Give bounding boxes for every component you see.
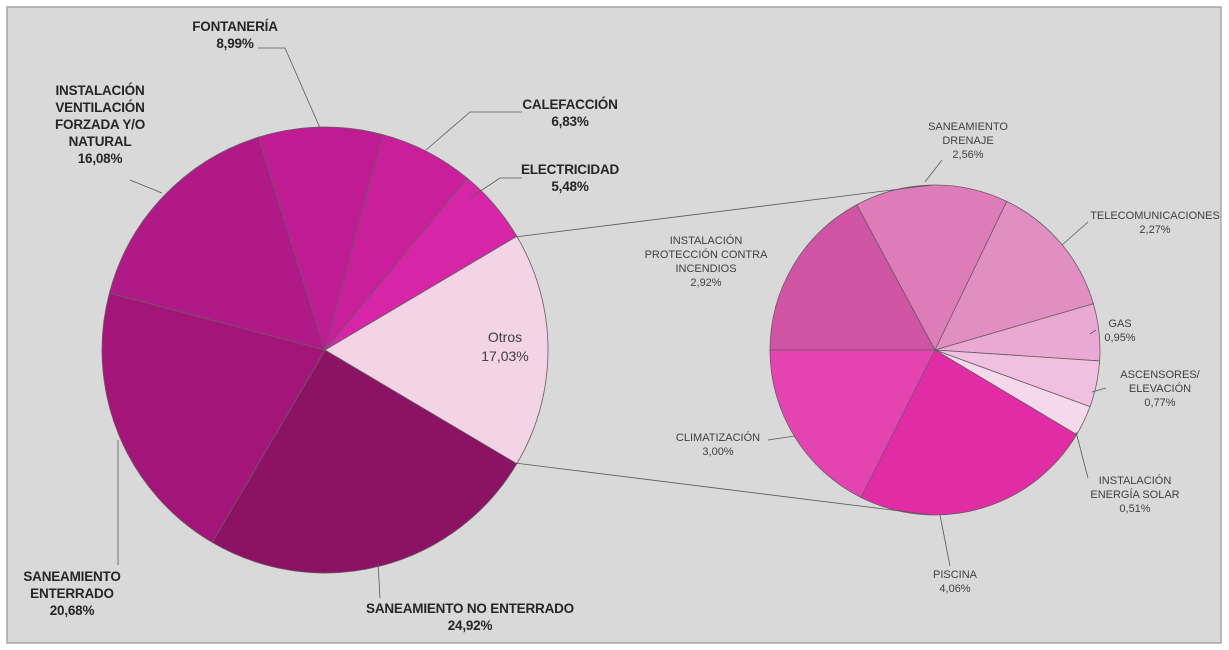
label-name: ELECTRICIDAD [520, 162, 620, 177]
pie-slice [108, 136, 326, 351]
pie-slice [769, 349, 936, 499]
slice-label: ASCENSORES/ ELEVACIÓN 0,77% [1115, 368, 1205, 410]
pie-slice [769, 204, 936, 351]
pie-slice [934, 200, 1094, 351]
label-value: 2,92% [690, 277, 722, 289]
label-name: INSTALACIÓN VENTILACIÓN FORZADA Y/O NATU… [54, 83, 146, 149]
slice-label: SANEAMIENTO DRENAJE 2,56% [923, 120, 1013, 162]
label-value: 16,08% [77, 151, 123, 166]
label-value: 4,06% [939, 583, 971, 595]
slice-label: CALEFACCIÓN 6,83% [522, 96, 618, 130]
slice-label: INSTALACIÓN ENERGÍA SOLAR 0,51% [1090, 474, 1180, 516]
label-value: 20,68% [49, 603, 95, 618]
label-name: GAS [1108, 318, 1132, 330]
label-name: CLIMATIZACIÓN [675, 432, 761, 444]
label-name: SANEAMIENTO DRENAJE [928, 121, 1008, 147]
slices [101, 126, 1101, 574]
label-name: TELECOMUNICACIONES [1090, 210, 1220, 222]
label-value: 2,56% [952, 149, 984, 161]
label-value: 0,77% [1144, 397, 1176, 409]
slice-label: INSTALACIÓN PROTECCIÓN CONTRA INCENDIOS 2… [641, 234, 771, 290]
label-value: 17,03% [481, 348, 529, 364]
label-value: 8,99% [216, 36, 254, 51]
label-name: SANEAMIENTO NO ENTERRADO [366, 601, 574, 616]
label-name: FONTANERÍA [192, 19, 278, 34]
label-name: SANEAMIENTO ENTERRADO [23, 569, 121, 601]
label-value: 2,27% [1139, 224, 1171, 236]
slice-label: PISCINA 4,06% [933, 568, 977, 596]
leader-lines [117, 47, 1107, 599]
label-value: 24,92% [447, 618, 493, 633]
slice-label: INSTALACIÓN VENTILACIÓN FORZADA Y/O NATU… [40, 82, 160, 167]
slice-label: CLIMATIZACIÓN 3,00% [676, 431, 760, 459]
label-value: 6,83% [551, 114, 589, 129]
label-name: PISCINA [932, 569, 978, 581]
label-name: CALEFACCIÓN [522, 97, 618, 112]
pie-slice [324, 235, 549, 465]
label-name: INSTALACIÓN ENERGÍA SOLAR [1090, 475, 1180, 501]
slice-label: SANEAMIENTO NO ENTERRADO 24,92% [366, 600, 574, 634]
label-name: ASCENSORES/ ELEVACIÓN [1120, 369, 1200, 395]
label-value: 5,48% [551, 179, 589, 194]
slice-label: TELECOMUNICACIONES 2,27% [1090, 209, 1220, 237]
label-name: INSTALACIÓN PROTECCIÓN CONTRA INCENDIOS [644, 235, 768, 275]
slice-label: Otros 17,03% [481, 328, 528, 366]
slice-label: ELECTRICIDAD 5,48% [521, 161, 619, 195]
label-value: 3,00% [702, 446, 734, 458]
label-value: 0,51% [1119, 503, 1151, 515]
label-value: 0,95% [1104, 332, 1136, 344]
pie-slice [258, 126, 384, 352]
pie-slice [101, 292, 326, 543]
slice-label: GAS 0,95% [1104, 317, 1135, 345]
slice-label: FONTANERÍA 8,99% [192, 18, 278, 52]
pie-slice [860, 349, 1078, 516]
slice-label: SANEAMIENTO ENTERRADO 20,68% [12, 568, 132, 619]
label-name: Otros [487, 329, 523, 345]
pie-slice [211, 349, 518, 574]
